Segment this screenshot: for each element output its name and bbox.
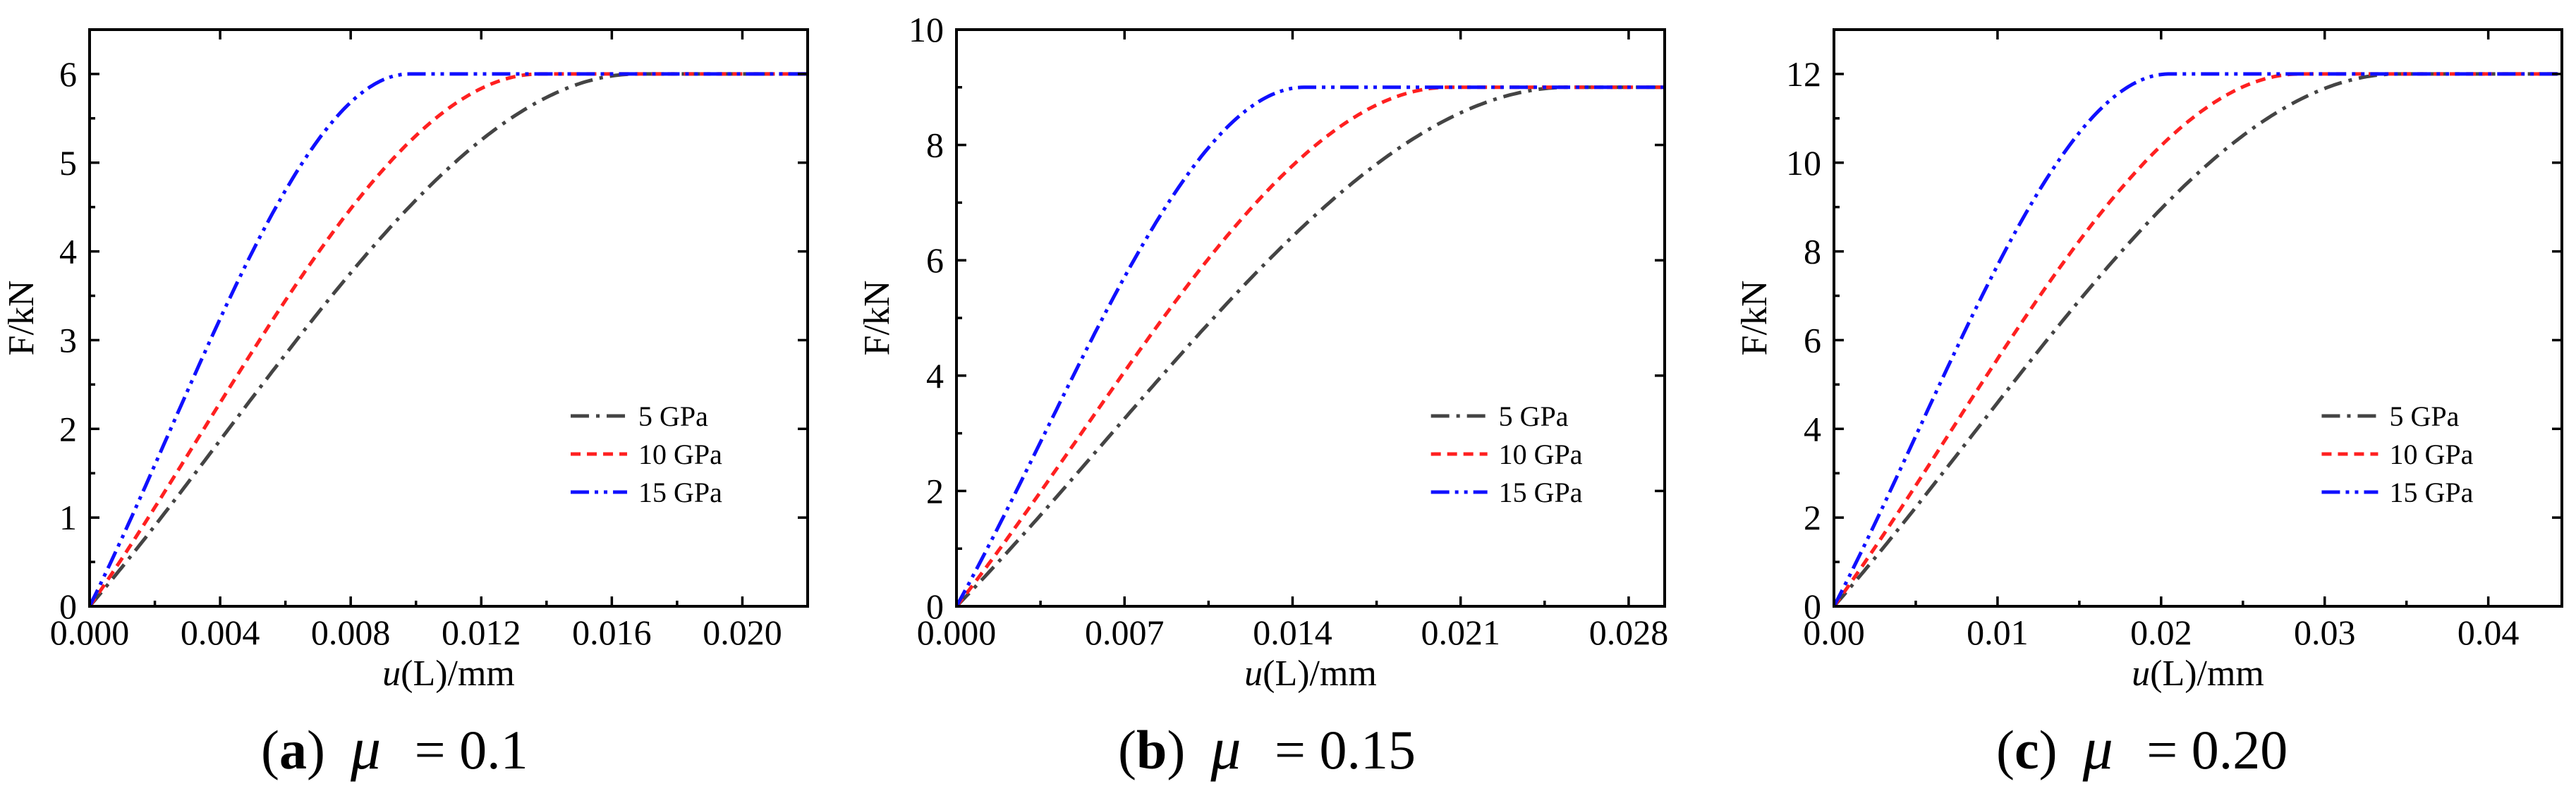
x-axis-label: u(L)/mm xyxy=(2132,654,2264,694)
x-tick-label: 0.03 xyxy=(2294,613,2356,652)
y-tick-label: 8 xyxy=(1804,232,1821,271)
caption-open-paren: ( xyxy=(1118,719,1136,780)
y-tick-label: 0 xyxy=(1804,587,1821,626)
caption-mu-symbol: μ xyxy=(2082,714,2113,782)
series-line-5-gpa xyxy=(955,85,1665,608)
x-tick-label: 0.021 xyxy=(1421,613,1500,652)
y-tick-label: 8 xyxy=(926,125,944,165)
series-line-15-gpa xyxy=(87,72,808,608)
series-line-10-gpa xyxy=(87,72,808,608)
x-tick-label: 0.008 xyxy=(311,613,391,652)
caption-open-paren: ( xyxy=(1996,719,2015,780)
x-tick-label: 0.014 xyxy=(1253,613,1332,652)
legend-label: 10 GPa xyxy=(1499,439,1583,470)
y-tick-label: 2 xyxy=(926,471,944,510)
x-tick-label: 0.000 xyxy=(50,613,130,652)
legend-label: 5 GPa xyxy=(2389,400,2459,432)
legend-label: 15 GPa xyxy=(2389,477,2473,508)
caption-letter: b xyxy=(1136,719,1167,780)
x-axis-label-rest: (L)/mm xyxy=(401,654,515,694)
legend-label: 15 GPa xyxy=(638,477,722,508)
y-tick-label: 6 xyxy=(926,240,944,280)
x-tick-label: 0.000 xyxy=(917,613,997,652)
series-line-10-gpa xyxy=(955,85,1665,608)
plot-frame xyxy=(955,28,1666,608)
series-line-5-gpa xyxy=(1833,72,2562,608)
caption-value: = 0.1 xyxy=(401,719,528,780)
caption-letter: a xyxy=(279,719,307,780)
y-tick-label: 3 xyxy=(59,320,77,360)
x-tick-label: 0.01 xyxy=(1967,613,2029,652)
y-tick-label: 12 xyxy=(1786,54,1821,94)
y-tick-label: 0 xyxy=(59,587,77,626)
plot-frame xyxy=(1833,28,2563,608)
series-line-5-gpa xyxy=(88,72,808,608)
series-line-15-gpa xyxy=(1832,72,2562,608)
x-axis-label: u(L)/mm xyxy=(382,654,515,694)
legend-label: 5 GPa xyxy=(1499,400,1569,432)
caption-value: = 0.20 xyxy=(2133,719,2288,780)
y-tick-label: 2 xyxy=(1804,498,1821,537)
x-tick-label: 0.004 xyxy=(181,613,260,652)
caption-close-paren: ) xyxy=(2039,719,2058,780)
y-axis-label: F/kN xyxy=(1734,281,1775,356)
x-axis-label-rest: (L)/mm xyxy=(1263,654,1377,694)
y-tick-label: 1 xyxy=(59,498,77,537)
series-line-10-gpa xyxy=(1832,72,2562,608)
y-tick-label: 4 xyxy=(1804,409,1821,448)
panel-caption: (a) μ = 0.1 xyxy=(261,714,528,782)
chart-c: 0.00 0.01 0.02 0.03 0.04 0 2 4 6 8 10 12 u(L)/mm F/kN… xyxy=(1734,28,2563,782)
chart-b: 0.000 0.007 0.014 0.021 0.028 0 2 4 6 8 10 u(L)/mm F… xyxy=(857,10,1668,782)
caption-close-paren: ) xyxy=(1167,719,1185,780)
x-axis-label-var: u xyxy=(382,654,401,694)
y-tick-label: 6 xyxy=(1804,320,1821,360)
chart-a: 0.000 0.004 0.008 0.012 0.016 0.020 0 1 2 3 4 5 6 u(L… xyxy=(1,28,809,782)
y-tick-label: 2 xyxy=(59,409,77,448)
y-tick-label: 4 xyxy=(926,356,944,396)
y-axis-label: F/kN xyxy=(857,281,897,356)
series-line-15-gpa xyxy=(954,85,1665,608)
caption-open-paren: ( xyxy=(261,719,279,780)
y-tick-label: 10 xyxy=(1786,143,1821,183)
x-axis-label-rest: (L)/mm xyxy=(2150,654,2264,694)
y-axis-label: F/kN xyxy=(1,281,42,356)
legend-label: 5 GPa xyxy=(638,400,708,432)
caption-letter: c xyxy=(2015,719,2039,780)
x-axis-label-var: u xyxy=(2132,654,2150,694)
x-axis-label: u(L)/mm xyxy=(1244,654,1377,694)
y-tick-label: 6 xyxy=(59,54,77,94)
x-tick-label: 0.007 xyxy=(1085,613,1165,652)
x-axis-label-var: u xyxy=(1244,654,1263,694)
legend-label: 15 GPa xyxy=(1499,477,1583,508)
y-tick-label: 10 xyxy=(909,10,944,49)
x-tick-label: 0.016 xyxy=(572,613,652,652)
caption-value: = 0.15 xyxy=(1261,719,1416,780)
y-tick-label: 5 xyxy=(59,143,77,183)
legend-label: 10 GPa xyxy=(2389,439,2473,470)
x-tick-label: 0.028 xyxy=(1589,613,1669,652)
x-tick-label: 0.020 xyxy=(703,613,782,652)
y-tick-label: 0 xyxy=(926,587,944,626)
panel-caption: (c) μ = 0.20 xyxy=(1996,714,2288,782)
x-tick-label: 0.02 xyxy=(2130,613,2192,652)
plot-frame xyxy=(88,28,809,608)
x-tick-label: 0.00 xyxy=(1803,613,1865,652)
caption-close-paren: ) xyxy=(307,719,325,780)
y-tick-label: 4 xyxy=(59,232,77,271)
caption-mu-symbol: μ xyxy=(350,714,381,782)
x-tick-label: 0.012 xyxy=(442,613,521,652)
caption-mu-symbol: μ xyxy=(1210,714,1241,782)
panel-caption: (b) μ = 0.15 xyxy=(1118,714,1416,782)
x-tick-label: 0.04 xyxy=(2457,613,2520,652)
legend-label: 10 GPa xyxy=(638,439,722,470)
